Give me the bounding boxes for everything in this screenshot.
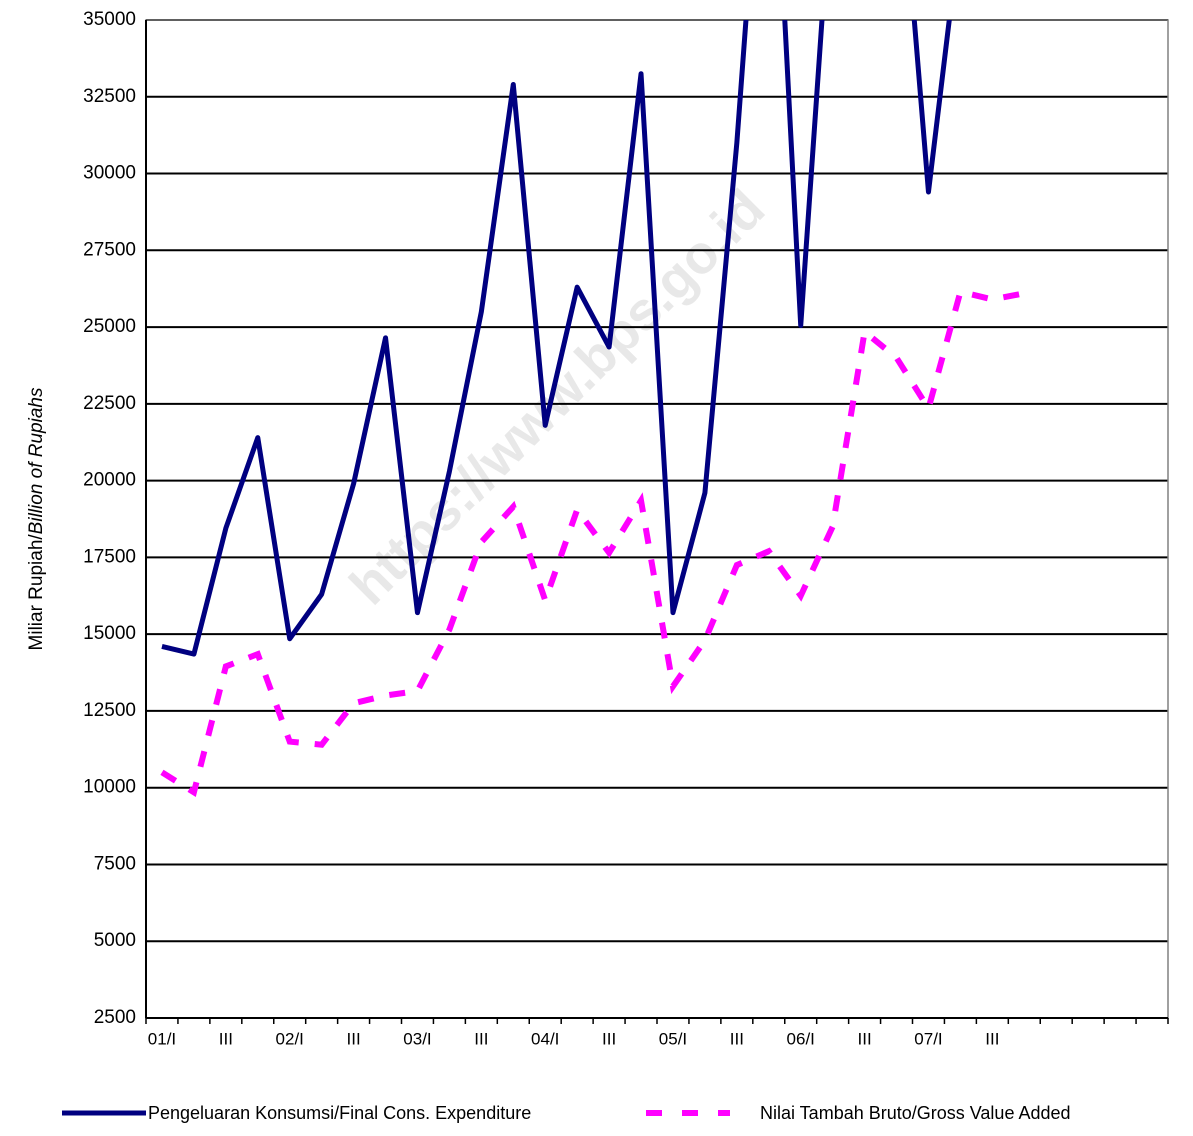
y-axis-label: Miliar Rupiah/Billion of Rupiahs xyxy=(26,387,47,650)
x-tick-label: 04/I xyxy=(531,1029,559,1048)
x-tick-label: III xyxy=(730,1029,744,1048)
x-tick-label: 05/I xyxy=(659,1029,687,1048)
y-tick-label: 7500 xyxy=(94,853,136,874)
series-line xyxy=(160,288,1025,798)
legend-label: Nilai Tambah Bruto/Gross Value Added xyxy=(760,1103,1071,1123)
series-line xyxy=(161,20,952,657)
y-tick-label: 15000 xyxy=(83,623,136,644)
x-tick-label: 07/I xyxy=(914,1029,942,1048)
x-tick-label: 06/I xyxy=(787,1029,815,1048)
y-tick-label: 17500 xyxy=(83,546,136,567)
y-tick-label: 25000 xyxy=(83,316,136,337)
y-tick-label: 32500 xyxy=(83,86,136,107)
x-tick-label: III xyxy=(219,1029,233,1048)
y-tick-label: 30000 xyxy=(83,163,136,184)
x-tick-label: 02/I xyxy=(276,1029,304,1048)
y-axis-label-part: Miliar Rupiah/ xyxy=(26,534,47,651)
y-tick-label: 5000 xyxy=(94,930,136,951)
x-tick-label: 03/I xyxy=(403,1029,431,1048)
x-tick-label: III xyxy=(602,1029,616,1048)
x-tick-label: III xyxy=(347,1029,361,1048)
y-tick-label: 20000 xyxy=(83,470,136,491)
y-tick-label: 27500 xyxy=(83,239,136,260)
plot-border xyxy=(145,19,1169,1019)
y-tick-label: 12500 xyxy=(83,700,136,721)
plot-lines xyxy=(160,20,1025,798)
y-tick-label: 2500 xyxy=(94,1007,136,1028)
watermark: https://www.bps.go.id xyxy=(339,179,777,617)
y-tick-label: 22500 xyxy=(83,393,136,414)
legend-label: Pengeluaran Konsumsi/Final Cons. Expendi… xyxy=(148,1103,531,1123)
x-tick-label: III xyxy=(985,1029,999,1048)
y-tick-label: 35000 xyxy=(83,9,136,30)
x-tick-label: 01/I xyxy=(148,1029,176,1048)
y-axis-label-part: Billion of Rupiahs xyxy=(26,387,47,534)
y-tick-label: 10000 xyxy=(83,777,136,798)
x-tick-label: III xyxy=(474,1029,488,1048)
x-tick-label: III xyxy=(858,1029,872,1048)
